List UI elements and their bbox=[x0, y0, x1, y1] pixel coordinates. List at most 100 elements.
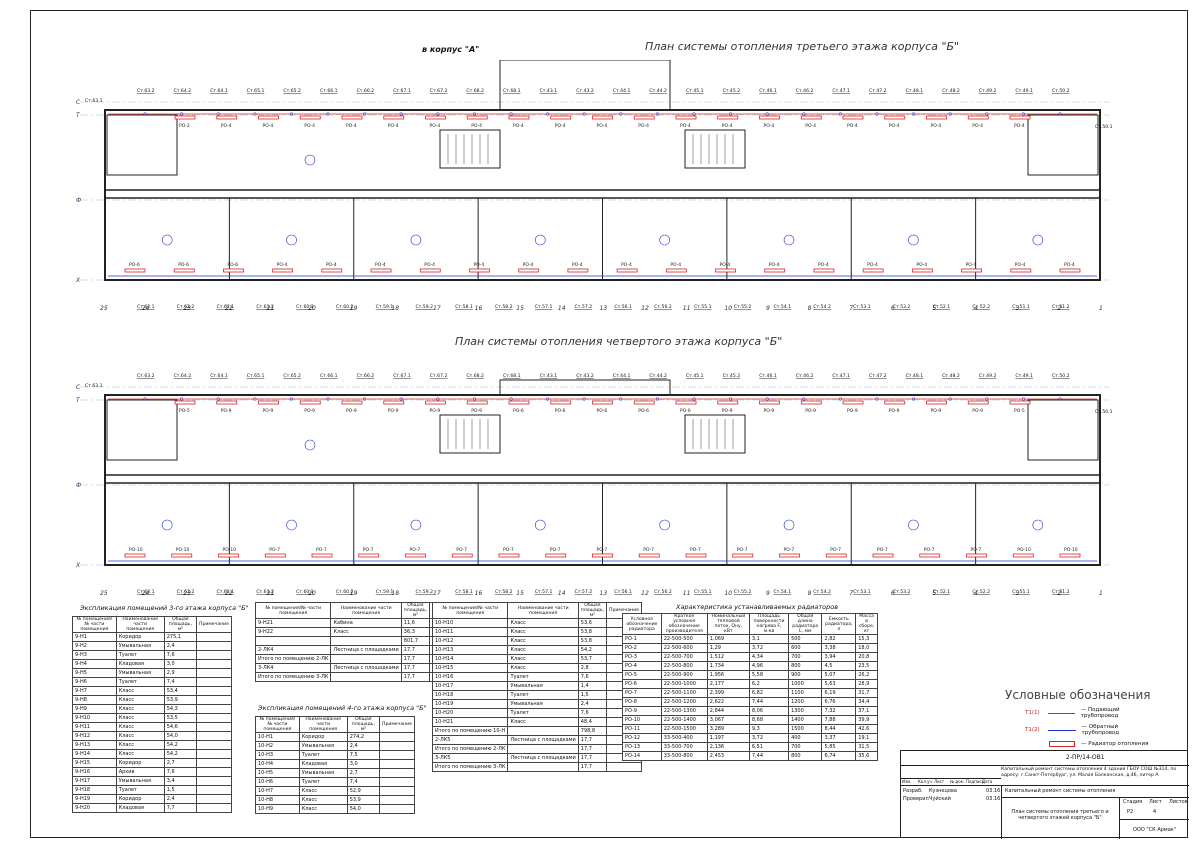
riser-label: Ст.67.2 bbox=[430, 373, 448, 379]
radiator bbox=[545, 553, 567, 558]
table4-cell: 10-Н1 bbox=[255, 732, 300, 742]
radiators-cell: 2,844 bbox=[706, 706, 750, 716]
radiators-cell: 4,96 bbox=[748, 661, 790, 671]
legend-item: Т1(1) — Подающий трубопровод bbox=[1025, 707, 1155, 719]
room-marker-icon bbox=[286, 234, 297, 246]
axis-number-label: 5 bbox=[933, 305, 937, 312]
riser-label: Ст.45.2 bbox=[723, 373, 741, 379]
riser-label: Ст.46.1 bbox=[759, 88, 777, 94]
radiators-cell: 700 bbox=[788, 652, 823, 662]
table4b-cell: 54,2 bbox=[577, 645, 608, 655]
table3-cell: Умывальная bbox=[115, 776, 165, 786]
table4-cell: 54,0 bbox=[346, 804, 380, 814]
table3-cell: 275,1 bbox=[163, 632, 197, 642]
radiators-cell: РО-8 bbox=[622, 697, 662, 707]
radiators-cell: 3,94 bbox=[821, 652, 857, 662]
table3-cell: 3,0 bbox=[163, 659, 197, 669]
table4-row: 10-Н3 Туалет 7,5 bbox=[255, 750, 416, 760]
stairwell bbox=[684, 129, 746, 169]
radiator bbox=[299, 115, 321, 120]
radiator-label: РО-6 bbox=[638, 408, 649, 414]
table4b-cell: 2-ЛК5 bbox=[431, 735, 509, 745]
radiator bbox=[717, 115, 739, 120]
axis-number-label: 9 bbox=[766, 590, 770, 595]
table3-cell: Туалет bbox=[115, 677, 165, 687]
stamp-column-label: № док. bbox=[950, 779, 965, 784]
riser-label: Ст.64.2 bbox=[174, 373, 192, 379]
riser-icon bbox=[545, 397, 550, 401]
axis-number-label: 6 bbox=[891, 590, 895, 595]
riser-label: Ст.45.1 bbox=[686, 88, 704, 94]
axis-number-label: 7 bbox=[849, 305, 853, 312]
radiator-label: РО-9 bbox=[972, 408, 983, 414]
table3b-cell: Кабина bbox=[330, 618, 402, 628]
riser-label: Ст.47.2 bbox=[869, 373, 887, 379]
riser-label: Ст.46.2 bbox=[796, 88, 814, 94]
table4b-cell: 10-Н19 bbox=[431, 699, 509, 709]
radiators-cell: 22-500-600 bbox=[660, 643, 708, 653]
riser-icon bbox=[362, 112, 367, 116]
radiator-label: РО-4 bbox=[818, 262, 829, 268]
riser-label: Ст.52.1 bbox=[933, 589, 951, 595]
radiators-cell: 2,82 bbox=[821, 634, 857, 644]
radiator-label: РО-7 bbox=[316, 547, 327, 553]
radiator-label: РО-7 bbox=[971, 547, 982, 553]
axis-number-label: 19 bbox=[350, 590, 358, 595]
stamp-date-1: 03.16 bbox=[986, 788, 1001, 794]
table3-cell bbox=[195, 776, 233, 786]
table3-row: 9-Н15 Коридор 2,7 bbox=[72, 758, 233, 768]
radiator-label: РО-5 bbox=[1014, 408, 1025, 414]
table3-cell: 7,6 bbox=[163, 650, 197, 660]
stairwell bbox=[439, 129, 501, 169]
riser-icon bbox=[289, 112, 294, 116]
wc-block-left bbox=[106, 399, 178, 461]
table4b-row: 10-Н10 Класс 53,6 bbox=[431, 618, 642, 628]
radiator bbox=[842, 115, 864, 120]
radiators-cell: 7,88 bbox=[821, 715, 857, 725]
table4-row: 10-Н1 Коридор 274,2 bbox=[255, 732, 416, 742]
riser-icon bbox=[472, 397, 477, 401]
riser-label: Ст.64.1 bbox=[210, 373, 228, 379]
riser-label: Ст.46.1 bbox=[759, 373, 777, 379]
table3b-cell: Итого по помещению 3-ЛК bbox=[254, 672, 332, 682]
stamp-column-label: Кол.уч. bbox=[918, 779, 934, 784]
radiator bbox=[779, 553, 800, 558]
riser-label: Ст.50.1 bbox=[1095, 124, 1113, 130]
riser-label: Ст.57.1 bbox=[535, 589, 553, 595]
axis-number-label: 17 bbox=[433, 590, 441, 595]
radiators-cell: 37,1 bbox=[855, 706, 878, 716]
axis-number-label: 2 bbox=[1057, 590, 1061, 595]
axis-number-label: 2 bbox=[1057, 305, 1061, 312]
table3-cell bbox=[195, 632, 233, 642]
radiators-cell: 1,29 bbox=[706, 643, 750, 653]
table4b-cell: 1,5 bbox=[577, 690, 608, 700]
table3b-cell: 2-ЛК4 bbox=[254, 645, 332, 655]
axis-number-label: 4 bbox=[974, 305, 978, 312]
room-marker-icon bbox=[410, 234, 422, 246]
table4-row: 10-Н2 Умывальная 2,4 bbox=[255, 741, 416, 751]
radiator bbox=[508, 115, 530, 120]
table3-header: № помещения/№ части помещения bbox=[72, 616, 117, 633]
riser-label: Ст.61.1 bbox=[217, 304, 235, 310]
title-block: 2-ПР/14-ОВ1 Капитальный ремонт системы о… bbox=[900, 750, 1189, 839]
radiator-label: РО-6 bbox=[555, 408, 566, 414]
table3-cell: Класс bbox=[115, 695, 165, 705]
table3-row: 9-Н18 Туалет 1,5 bbox=[72, 785, 233, 795]
table4-cell: Класс bbox=[298, 795, 348, 805]
radiator bbox=[961, 268, 982, 273]
radiator bbox=[216, 115, 238, 120]
table3b-cell: Лестница с площадками bbox=[330, 645, 402, 655]
table4-cell: 10-Н4 bbox=[255, 759, 300, 769]
radiator bbox=[884, 400, 906, 405]
table3-cell: 9-Н16 bbox=[72, 767, 117, 777]
radiators-cell: 22-500-500 bbox=[660, 634, 708, 644]
radiator bbox=[550, 115, 572, 120]
axis-number-label: 19 bbox=[350, 305, 358, 312]
radiators-cell: 8,68 bbox=[748, 715, 790, 725]
radiator-label: РО-7 bbox=[830, 547, 841, 553]
radiator-label: РО-10 bbox=[223, 547, 237, 553]
table3-cell: 54,2 bbox=[163, 740, 197, 750]
table3-cell: 9-Н7 bbox=[72, 686, 117, 696]
table4-row: 10-Н4 Кладовая 3,0 bbox=[255, 759, 416, 769]
table4b-row: 10-Н16 Туалет 7,6 bbox=[431, 672, 642, 682]
